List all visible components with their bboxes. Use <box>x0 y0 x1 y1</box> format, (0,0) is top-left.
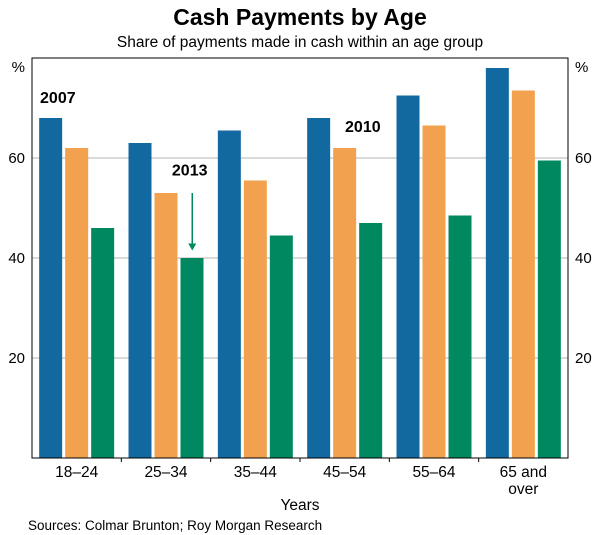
bar-2013-25–34 <box>180 258 204 458</box>
bar-2010-55–64 <box>422 125 446 458</box>
source-note: Sources: Colmar Brunton; Roy Morgan Rese… <box>28 518 323 533</box>
series-label-2010: 2010 <box>345 119 381 136</box>
x-axis-label: 45–54 <box>323 464 366 481</box>
bar-2013-65 and over <box>537 160 561 458</box>
chart-subtitle: Share of payments made in cash within an… <box>116 34 484 51</box>
y-axis-unit-right: % <box>575 59 588 76</box>
bar-2007-55–64 <box>396 95 420 458</box>
bar-2007-45–54 <box>307 118 331 458</box>
bar-chart: 20 20 40 40 60 60% % 18–24 25–34 35–44 45–54 55–64 6… <box>8 57 592 514</box>
y-axis-unit-left: % <box>12 59 25 76</box>
x-axis-label: 55–64 <box>412 464 455 481</box>
bar-2010-45–54 <box>333 148 357 458</box>
y-axis-label-right: 20 <box>575 350 592 367</box>
bar-2010-65 and over <box>511 90 535 458</box>
bar-2013-55–64 <box>448 215 472 458</box>
y-axis-label-left: 20 <box>8 350 25 367</box>
bar-2007-65 and over <box>485 68 509 458</box>
bar-2007-18–24 <box>39 118 63 458</box>
y-axis-label-right: 40 <box>575 250 592 267</box>
y-axis-label-left: 40 <box>8 250 25 267</box>
bar-2013-45–54 <box>359 223 383 458</box>
x-axis-label: 35–44 <box>234 464 277 481</box>
series-label-2007: 2007 <box>40 90 76 107</box>
series-label-2013: 2013 <box>172 163 208 180</box>
x-axis-label: over <box>508 481 538 498</box>
bar-2010-35–44 <box>243 180 267 458</box>
bar-2007-35–44 <box>217 130 241 458</box>
chart-title: Cash Payments by Age <box>173 4 427 30</box>
x-axis-label: 18–24 <box>55 464 98 481</box>
bar-2007-25–34 <box>128 143 152 458</box>
bar-2013-35–44 <box>269 235 293 458</box>
annotation-arrow-head <box>188 243 197 251</box>
y-axis-label-left: 60 <box>8 150 25 167</box>
bar-2013-18–24 <box>91 228 115 458</box>
bar-2010-25–34 <box>154 193 178 458</box>
y-axis-label-right: 60 <box>575 150 592 167</box>
bar-2010-18–24 <box>65 148 89 458</box>
x-axis-label: 25–34 <box>144 464 187 481</box>
x-axis-label: 65 and <box>500 464 547 481</box>
x-axis-title: Years <box>280 497 319 514</box>
